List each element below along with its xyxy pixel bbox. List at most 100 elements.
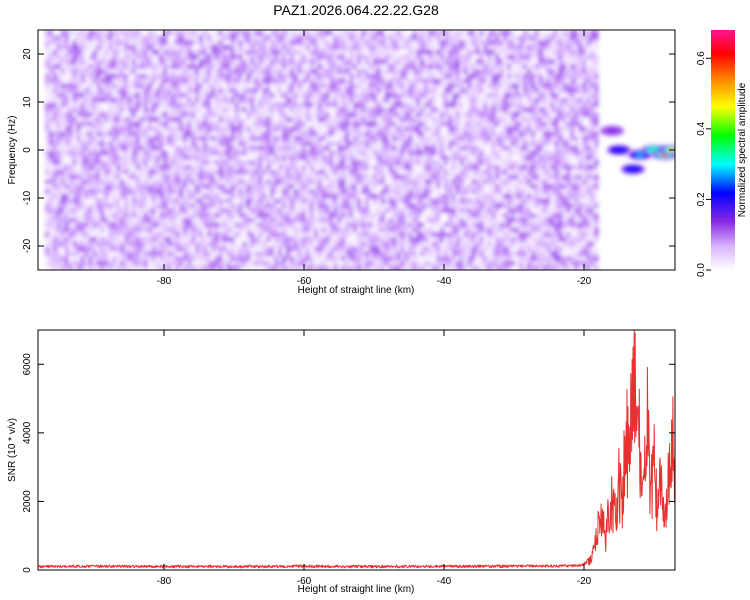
heat-cell <box>309 183 315 189</box>
heat-cell <box>349 193 354 199</box>
heat-cell <box>392 130 398 137</box>
heat-cell <box>159 178 165 185</box>
heat-cell <box>108 121 113 127</box>
heat-cell <box>124 226 129 233</box>
heat-cell <box>392 212 398 218</box>
heat-cell <box>357 217 362 223</box>
heat-cell <box>440 150 445 156</box>
heat-cell <box>368 183 374 189</box>
heat-cell <box>293 236 299 242</box>
heat-cell <box>100 202 105 209</box>
heat-cell <box>171 193 176 199</box>
heat-cell <box>80 207 86 213</box>
heat-cell <box>570 130 575 137</box>
heat-cell <box>206 212 212 218</box>
heat-cell <box>325 126 330 132</box>
heat-cell <box>404 193 409 199</box>
heat-cell <box>325 241 330 247</box>
heat-cell <box>380 236 386 242</box>
heat-cell <box>574 241 579 247</box>
heat-cell <box>274 116 279 122</box>
heat-cell <box>226 106 232 113</box>
heat-cell <box>222 202 228 209</box>
heat-cell <box>191 164 196 170</box>
heat-cell <box>80 126 86 132</box>
heat-cell <box>289 97 295 103</box>
heat-cell <box>503 178 508 185</box>
heat-cell <box>139 217 145 223</box>
heat-cell <box>143 145 149 151</box>
heat-cell <box>479 198 485 204</box>
heat-cell <box>159 150 165 156</box>
heat-cell <box>56 121 62 127</box>
heat-cell <box>483 135 488 141</box>
heat-cell <box>349 97 354 103</box>
heat-cell <box>578 135 583 141</box>
heat-cell <box>238 130 244 137</box>
heat-cell <box>84 207 90 213</box>
heat-cell <box>206 97 212 103</box>
heat-cell <box>400 130 406 137</box>
heat-cell <box>274 241 279 247</box>
heat-cell <box>289 250 295 257</box>
heat-cell <box>278 135 283 141</box>
heat-cell <box>333 202 338 209</box>
heat-cell <box>285 193 291 199</box>
heat-cell <box>270 217 275 223</box>
heat-cell <box>463 250 469 257</box>
heat-cell <box>68 236 74 242</box>
heat-cell <box>522 217 528 223</box>
heat-cell <box>376 174 382 180</box>
heat-cell <box>151 246 157 252</box>
heat-cell <box>590 116 595 122</box>
heat-cell <box>345 150 350 156</box>
heat-cell <box>333 102 338 108</box>
heat-cell <box>301 231 307 237</box>
heat-cell <box>60 174 66 180</box>
heat-cell <box>242 154 248 161</box>
heat-cell <box>246 212 251 218</box>
heat-cell <box>309 241 315 247</box>
heat-cell <box>120 135 125 141</box>
heat-cell <box>519 183 524 189</box>
heat-cell <box>104 202 109 209</box>
heat-cell <box>463 174 469 180</box>
heat-cell <box>258 222 263 228</box>
heat-cell <box>282 193 287 199</box>
heat-cell <box>88 222 93 228</box>
heat-cell <box>72 111 78 117</box>
heat-cell <box>116 222 121 228</box>
heat-cell <box>337 130 342 137</box>
heat-cell <box>538 150 544 156</box>
heat-cell <box>45 217 50 223</box>
heat-cell <box>329 246 334 252</box>
heat-cell <box>76 97 82 103</box>
heat-cell <box>266 97 271 103</box>
heat-cell <box>507 250 512 257</box>
heat-cell <box>408 246 413 252</box>
heat-cell <box>183 226 188 233</box>
heat-cell <box>578 130 583 137</box>
heat-cell <box>222 260 228 266</box>
heat-cell <box>467 154 473 161</box>
heat-cell <box>250 135 255 141</box>
heat-cell <box>250 246 255 252</box>
heat-cell <box>511 150 516 156</box>
heat-cell <box>380 260 386 266</box>
heat-cell <box>522 183 528 189</box>
heat-cell <box>357 178 362 185</box>
heat-cell <box>495 231 500 237</box>
heat-cell <box>530 130 536 137</box>
heat-cell <box>289 102 295 108</box>
heat-cell <box>218 121 224 127</box>
heat-cell <box>199 217 204 223</box>
heat-cell <box>455 111 461 117</box>
heat-cell <box>135 145 141 151</box>
heat-cell <box>135 212 141 218</box>
heat-cell <box>179 188 184 194</box>
heat-cell <box>451 250 457 257</box>
heat-cell <box>285 121 291 127</box>
heat-cell <box>376 164 382 170</box>
heat-cell <box>131 212 137 218</box>
heat-cell <box>594 241 599 247</box>
